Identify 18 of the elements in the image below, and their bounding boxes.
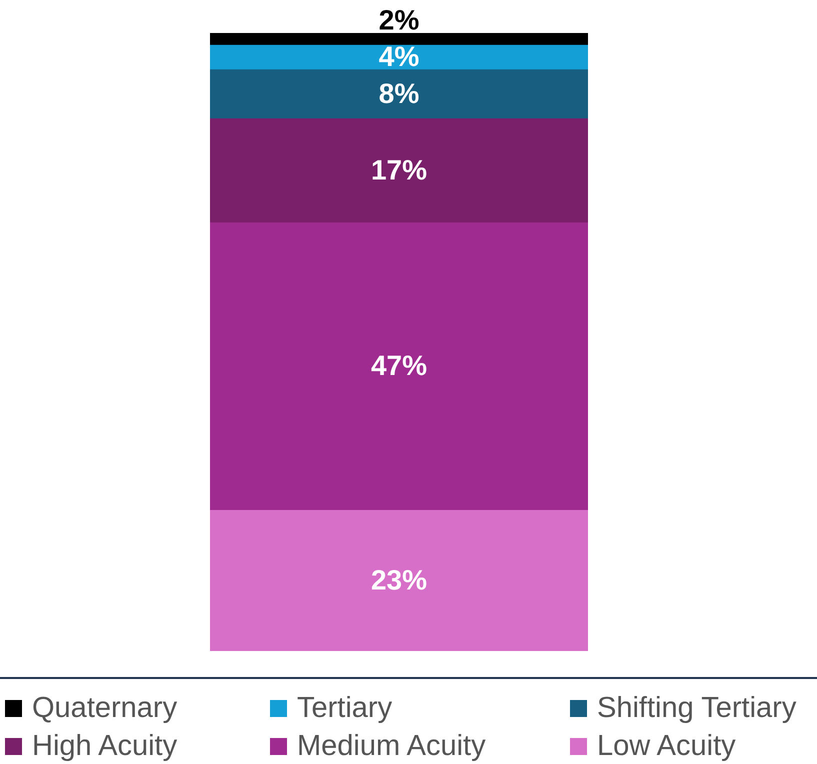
legend-label: High Acuity — [32, 730, 178, 762]
bar — [210, 33, 588, 46]
bar — [210, 69, 588, 119]
data-label: 47% — [370, 350, 428, 382]
bar — [210, 118, 588, 224]
legend-label: Quaternary — [32, 692, 178, 724]
bar — [210, 44, 588, 70]
data-label: 8% — [378, 78, 420, 109]
bar — [210, 222, 588, 511]
data-label: 17% — [370, 154, 428, 186]
legend-label: Medium Acuity — [297, 730, 486, 762]
legend-label: Low Acuity — [597, 730, 736, 762]
legend-label: Shifting Tertiary — [597, 692, 796, 724]
data-label: 23% — [370, 564, 428, 596]
bar — [210, 510, 588, 651]
legend-label: Tertiary — [297, 692, 392, 724]
data-label: 2% — [378, 4, 420, 36]
data-label: 4% — [378, 41, 420, 72]
